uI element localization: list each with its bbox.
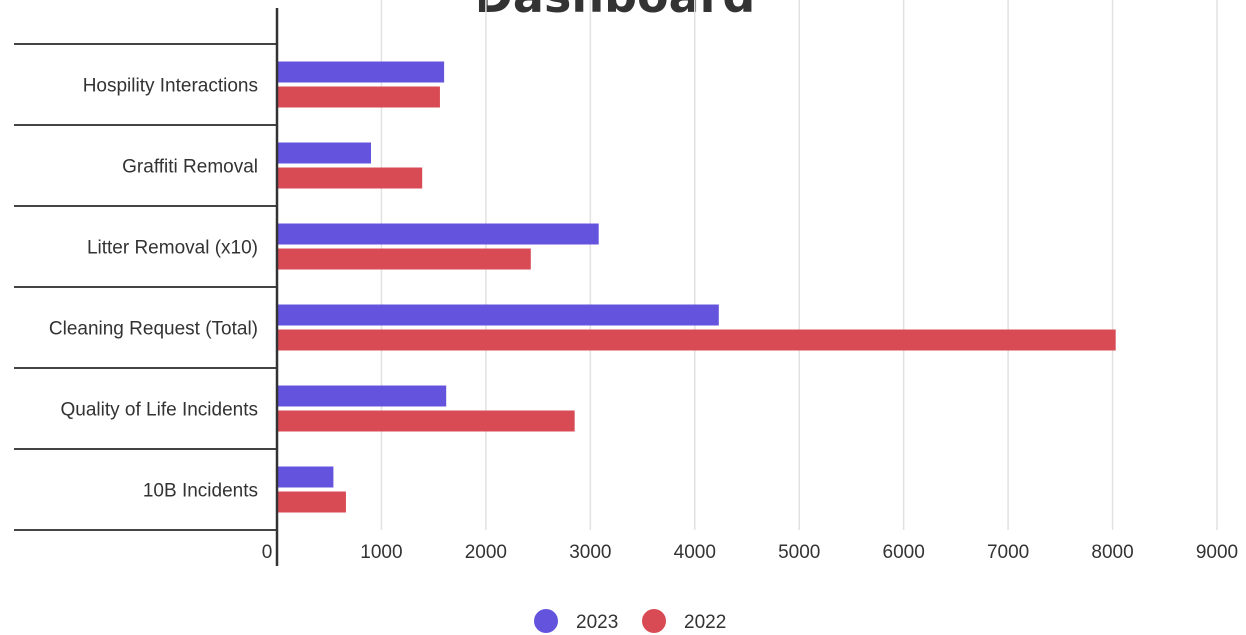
category-label: Quality of Life Incidents [61,400,259,421]
legend-label: 2022 [684,612,726,633]
bar-2023 [277,223,599,245]
x-tick-label: 5000 [778,542,820,563]
bar-2022 [277,329,1116,351]
x-tick-label: 4000 [674,542,716,563]
bar-2023 [277,61,445,83]
bars [277,61,1116,513]
bar-2023 [277,142,371,164]
x-tick-label: 2000 [465,542,507,563]
x-tick-label: 0 [262,542,273,563]
bar-2022 [277,248,531,270]
category-label: 10B Incidents [143,481,258,502]
x-tick-label: 3000 [569,542,611,563]
legend-swatch-2022 [642,609,666,633]
bar-2022 [277,86,440,108]
x-axis-ticks: 0 1000 2000 3000 4000 5000 6000 7000 8000 9000 [262,542,1238,563]
legend-label: 2023 [576,612,618,633]
bar-2022 [277,410,575,432]
category-labels: Hospility Interactions Graffiti Removal Li… [49,76,258,502]
category-separators [14,43,277,531]
category-label: Cleaning Request (Total) [49,319,258,340]
grid-lines [380,0,1218,530]
chart-title: Dashboard [475,0,756,23]
x-tick-label: 1000 [360,542,402,563]
bar-2022 [277,491,346,513]
x-tick-label: 9000 [1196,542,1238,563]
x-tick-label: 7000 [987,542,1029,563]
category-label: Hospility Interactions [83,76,258,97]
x-tick-label: 6000 [883,542,925,563]
legend: 2023 2022 [534,609,726,633]
bar-2023 [277,466,334,488]
bar-2022 [277,167,423,189]
category-label: Graffiti Removal [122,157,258,178]
bar-2023 [277,385,447,407]
bar-2023 [277,304,719,326]
legend-swatch-2023 [534,609,558,633]
category-label: Litter Removal (x10) [87,238,258,259]
x-tick-label: 8000 [1091,542,1133,563]
